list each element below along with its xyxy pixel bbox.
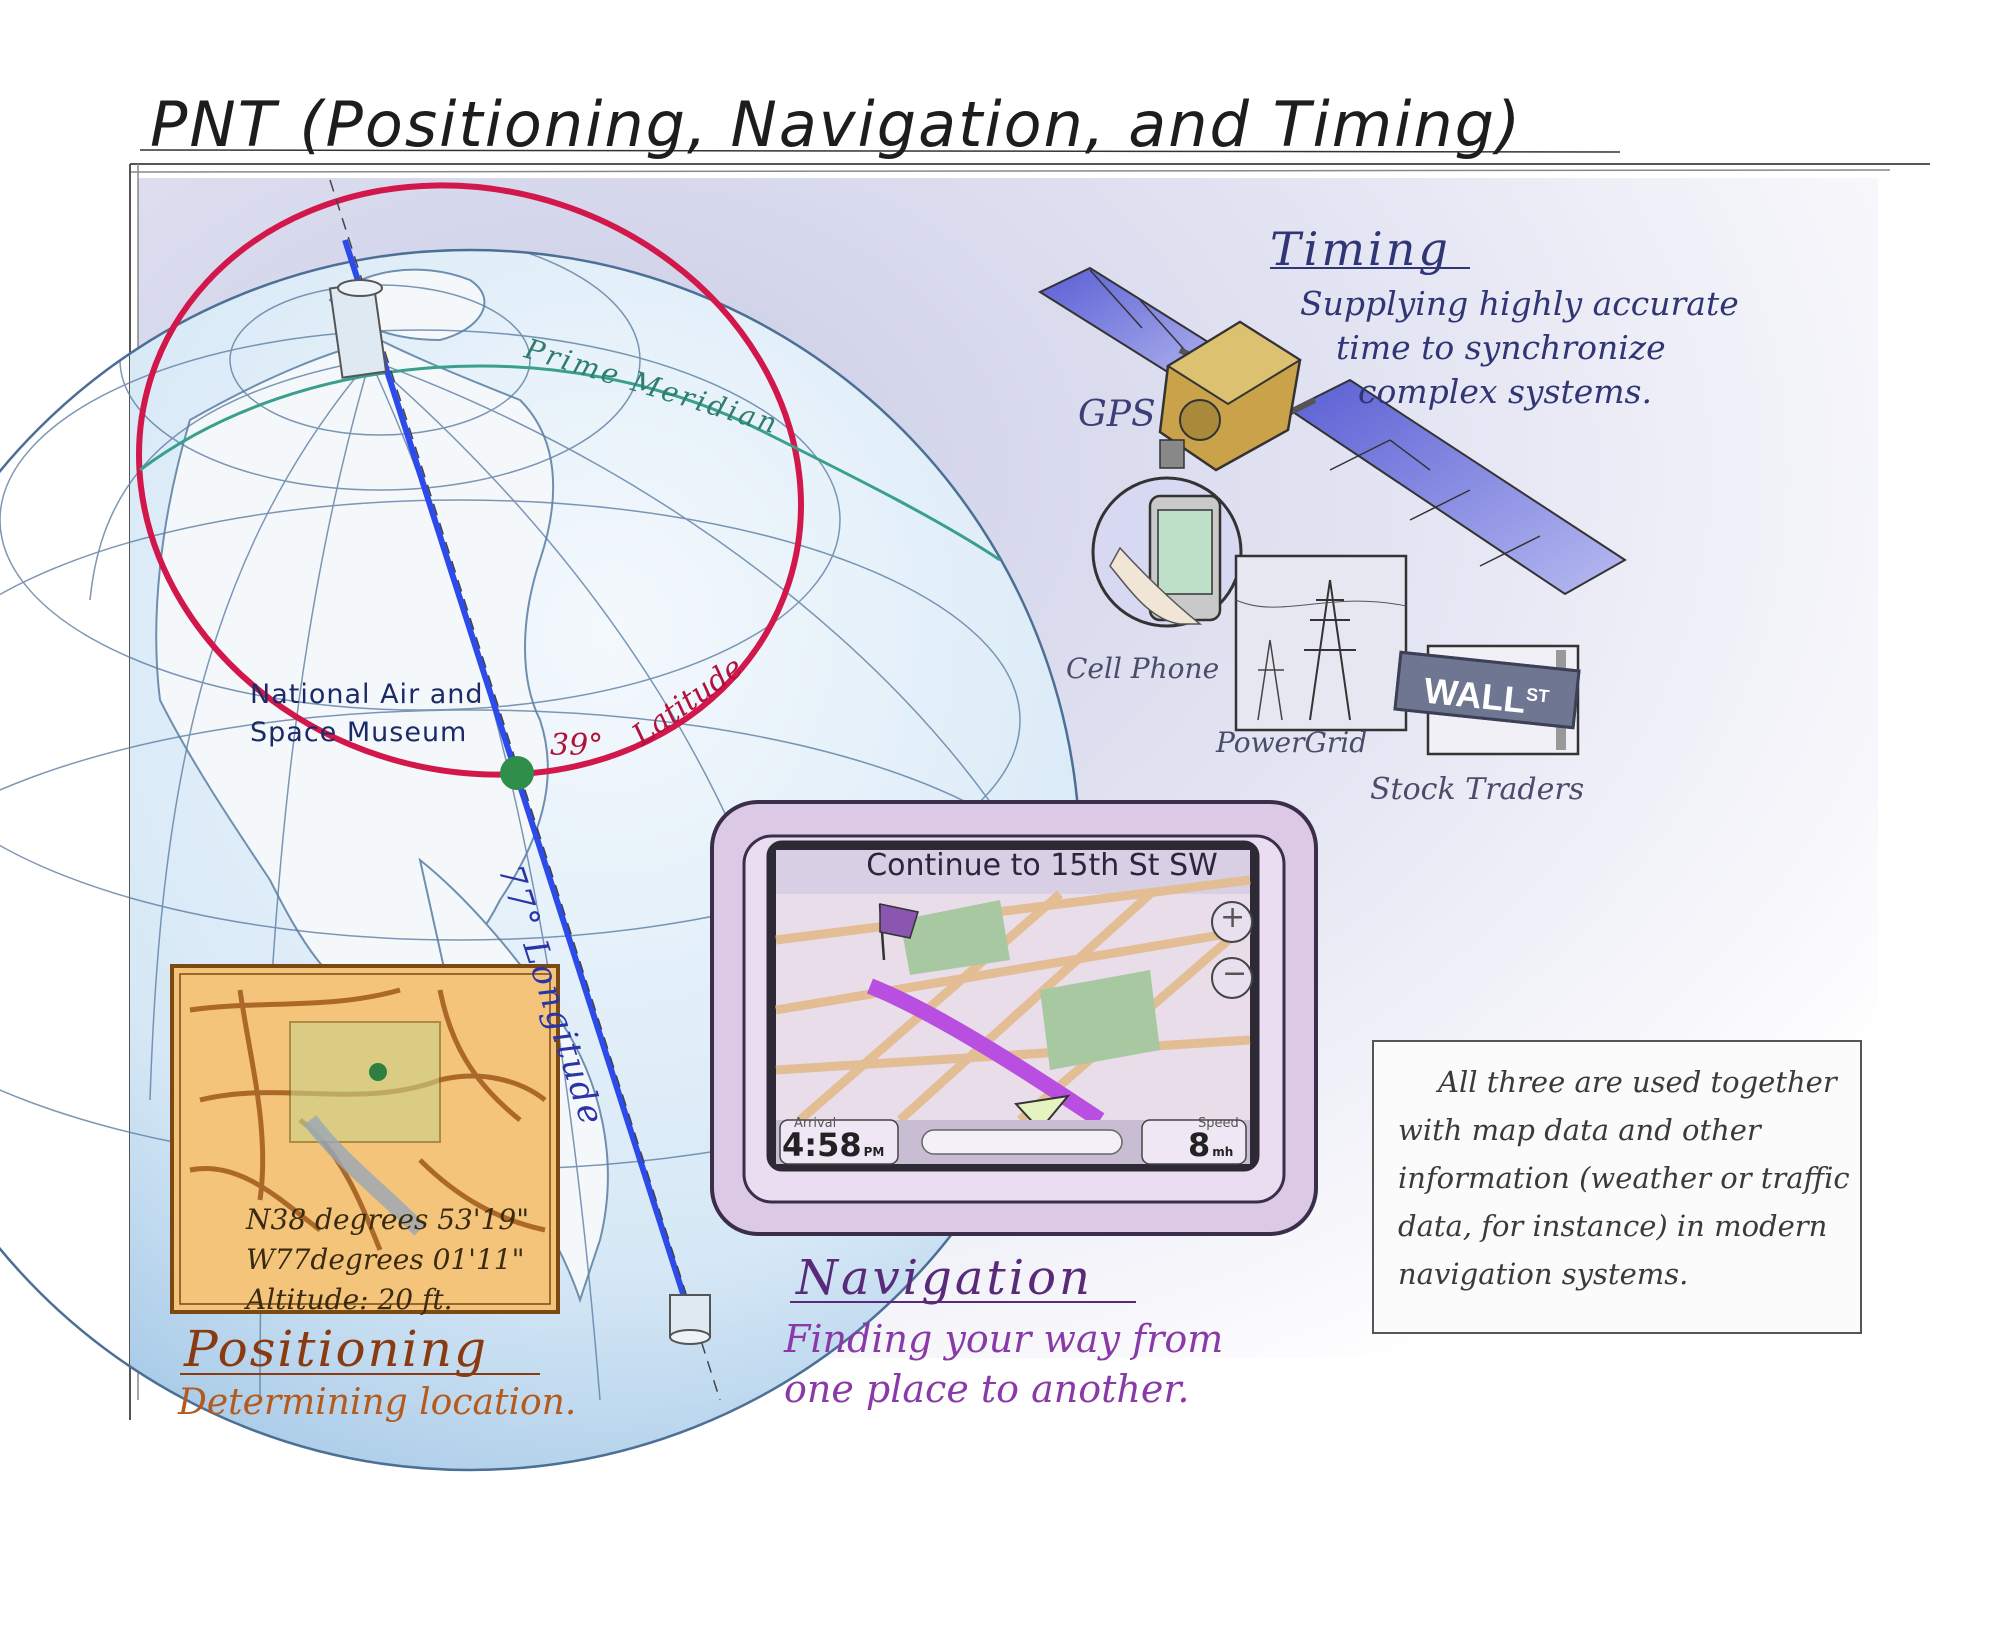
sign-text: WALL bbox=[1422, 669, 1528, 721]
latitude-degrees: 39° bbox=[550, 728, 604, 763]
power-grid-label: PowerGrid bbox=[1216, 726, 1368, 759]
gps-device bbox=[710, 800, 1318, 1236]
museum-label: National Air and Space Museum bbox=[250, 676, 484, 752]
power-tower-icon bbox=[1234, 554, 1408, 732]
north-axis-cap bbox=[328, 279, 388, 379]
note-line: data, for instance) in modern bbox=[1398, 1209, 1828, 1243]
globe bbox=[0, 250, 1080, 1470]
nav-arrow-icon bbox=[1013, 1094, 1071, 1132]
timing-desc-line: complex systems. bbox=[1358, 372, 1652, 411]
positioning-heading: Positioning bbox=[184, 1320, 488, 1378]
sign-super: ST bbox=[1525, 684, 1551, 707]
coord-longitude: W77degrees 01'11" bbox=[246, 1243, 525, 1276]
timing-description: Supplying highly accurate time to synchr… bbox=[1300, 282, 1739, 414]
nav-desc-line: one place to another. bbox=[784, 1367, 1190, 1411]
positioning-map-inset bbox=[170, 964, 560, 1314]
position-coordinates: N38 degrees 53'19" W77degrees 01'11" Alt… bbox=[246, 1200, 529, 1320]
satellite-icon bbox=[1037, 266, 1627, 596]
coord-latitude: N38 degrees 53'19" bbox=[246, 1203, 530, 1236]
north-america-landmass bbox=[155, 338, 555, 1012]
speed-label: Speed bbox=[1198, 1116, 1239, 1131]
note-line: information (weather or traffic bbox=[1398, 1161, 1850, 1195]
museum-line: National Air and bbox=[250, 679, 484, 710]
location-dot-icon bbox=[500, 756, 534, 790]
navigation-heading: Navigation bbox=[796, 1250, 1093, 1306]
page-title: PNT (Positioning, Navigation, and Timing… bbox=[150, 88, 1523, 161]
flag-icon bbox=[878, 903, 919, 961]
zoom-out-button bbox=[1211, 957, 1253, 999]
stock-traders-label: Stock Traders bbox=[1370, 772, 1585, 807]
note-line: All three are used together bbox=[1438, 1065, 1837, 1099]
arrival-unit: PM bbox=[863, 1145, 885, 1159]
coord-altitude: Altitude: 20 ft. bbox=[246, 1283, 453, 1316]
speed-value: 8 mh bbox=[1188, 1126, 1233, 1164]
status-bar bbox=[921, 1129, 1123, 1155]
title-underline bbox=[139, 149, 1621, 153]
cell-phone-icon bbox=[1091, 476, 1243, 628]
location-dot-icon bbox=[369, 1063, 387, 1081]
speed-unit: mh bbox=[1212, 1145, 1234, 1159]
gps-label: GPS bbox=[1078, 394, 1156, 435]
arrival-time: 4:58 bbox=[782, 1126, 862, 1164]
timing-desc-line: time to synchronize bbox=[1336, 328, 1666, 367]
zoom-out-label[interactable]: − bbox=[1222, 956, 1248, 991]
cell-phone-label: Cell Phone bbox=[1066, 652, 1220, 685]
south-axis-cap bbox=[669, 1294, 711, 1345]
axis-extension bbox=[329, 179, 721, 1401]
nav-desc-line: Finding your way from bbox=[784, 1317, 1224, 1361]
arrival-panel bbox=[779, 1119, 899, 1165]
museum-line: Space Museum bbox=[250, 717, 468, 748]
positioning-description: Determining location. bbox=[178, 1382, 577, 1423]
frame-top-line-2 bbox=[129, 169, 1891, 173]
note-text: All three are used together with map dat… bbox=[1398, 1058, 1868, 1298]
note-box bbox=[1372, 1040, 1862, 1334]
note-line: navigation systems. bbox=[1398, 1257, 1689, 1291]
latitude-ring bbox=[136, 182, 804, 778]
arrival-value: 4:58 PM bbox=[782, 1126, 884, 1164]
timing-heading: Timing bbox=[1270, 222, 1451, 276]
timing-desc-line: Supplying highly accurate bbox=[1300, 284, 1739, 323]
zoom-in-button bbox=[1211, 901, 1253, 943]
navigation-description: Finding your way from one place to anoth… bbox=[784, 1314, 1223, 1414]
speed-number: 8 bbox=[1188, 1126, 1211, 1164]
gps-instruction: Continue to 15th St SW bbox=[866, 848, 1218, 883]
zoom-in-label[interactable]: + bbox=[1220, 900, 1246, 935]
note-line: with map data and other bbox=[1398, 1113, 1761, 1147]
speed-panel bbox=[1141, 1119, 1247, 1165]
arrival-label: Arrival bbox=[794, 1116, 837, 1131]
prime-meridian-line bbox=[139, 364, 1001, 562]
